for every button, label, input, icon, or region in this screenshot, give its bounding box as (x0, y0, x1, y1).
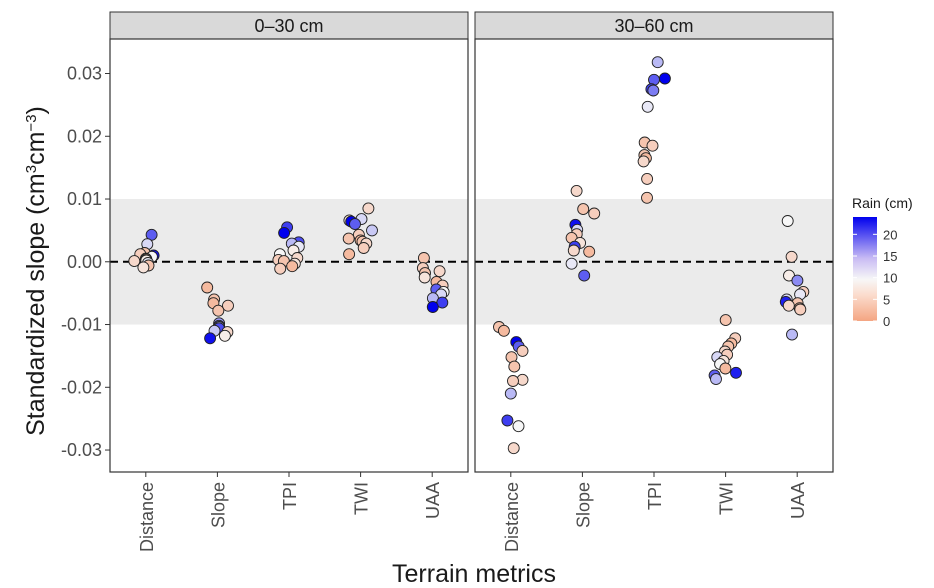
data-point (433, 265, 446, 278)
x-tick-label: TWI (352, 482, 372, 515)
panel-border (474, 38, 834, 473)
data-point (504, 387, 517, 400)
legend-colorbar (853, 217, 877, 321)
y-tick-label: 0.00 (67, 252, 102, 272)
panel-strip (109, 11, 469, 40)
x-tick-label: Slope (573, 482, 593, 528)
x-tick-label: TPI (280, 482, 300, 510)
data-point (570, 184, 583, 197)
data-point (274, 262, 287, 275)
y-tick-label: -0.03 (61, 440, 102, 460)
data-point (710, 373, 722, 386)
data-point (641, 191, 653, 204)
data-point (507, 375, 519, 387)
legend-tick-label: 15 (883, 249, 897, 264)
data-point (719, 314, 732, 327)
data-point (730, 366, 742, 379)
data-point (794, 303, 807, 316)
y-axis-title: Standardized slope (cm3cm−3) (22, 106, 50, 436)
panel-1: 0–30 cm Distance Slope TPI TWI UAA (109, 11, 469, 552)
data-point (137, 261, 150, 274)
data-point (588, 207, 601, 220)
data-point (204, 332, 217, 345)
x-tick-label: Distance (137, 482, 157, 552)
data-point (201, 281, 214, 294)
data-point (637, 155, 650, 168)
data-point (349, 218, 361, 231)
panel-title: 0–30 cm (254, 16, 323, 36)
data-point (583, 245, 596, 258)
data-point (218, 329, 231, 342)
data-point (426, 301, 439, 313)
data-point (286, 260, 299, 273)
data-point (647, 84, 660, 97)
data-point (343, 248, 356, 261)
y-tick-label: 0.03 (67, 64, 102, 84)
data-point (719, 362, 732, 375)
data-point (781, 215, 794, 227)
legend-ticks: 20 15 10 5 0 (853, 227, 897, 329)
data-point (357, 242, 370, 254)
legend-title: Rain (cm) (852, 195, 913, 211)
panel-border (109, 38, 469, 473)
x-axis-title: Terrain metrics (392, 560, 556, 588)
data-point (565, 257, 578, 270)
data-point (212, 304, 225, 317)
panel-title: 30–60 cm (614, 16, 693, 36)
data-point (646, 139, 659, 152)
data-point (278, 226, 291, 239)
legend-tick-label: 10 (883, 271, 897, 286)
x-tick-label: UAA (788, 482, 808, 519)
data-point (512, 420, 525, 433)
data-point (497, 324, 510, 337)
data-point (366, 224, 378, 237)
data-point (508, 360, 521, 373)
legend-tick-label: 20 (883, 227, 897, 242)
data-point (578, 269, 591, 282)
x-tick-label: UAA (423, 482, 443, 519)
panel-strip (474, 11, 834, 40)
x-tick-label: TWI (717, 482, 737, 515)
x-tick-label: Slope (208, 482, 228, 528)
legend: Rain (cm) 20 15 10 5 0 (852, 195, 913, 329)
data-point (791, 274, 804, 287)
y-tick-label: -0.02 (61, 377, 102, 397)
data-point (577, 203, 590, 216)
x-tick-label: TPI (645, 482, 665, 510)
data-point (567, 244, 580, 257)
data-point (128, 255, 141, 268)
y-tick-label: 0.02 (67, 126, 102, 146)
y-axis: -0.03 -0.02 -0.01 0.00 0.01 0.02 0.03 (61, 64, 110, 460)
data-point (786, 328, 798, 341)
data-point (417, 252, 430, 264)
data-point (658, 72, 671, 85)
panels: 0–30 cm Distance Slope TPI TWI UAA 30–60 cm Dis… (109, 11, 834, 552)
data-point (507, 442, 520, 455)
data-point (362, 202, 375, 215)
data-point (418, 271, 431, 284)
data-point (641, 100, 654, 113)
data-point (501, 414, 514, 427)
data-point (222, 299, 234, 312)
data-point (342, 232, 355, 245)
y-tick-label: -0.01 (61, 315, 102, 335)
panel-2: 30–60 cm Distance Slope TPI TWI UAA (474, 11, 834, 552)
y-tick-label: 0.01 (67, 189, 102, 209)
x-tick-label: Distance (502, 482, 522, 552)
data-point (651, 56, 664, 69)
data-point (785, 250, 798, 263)
data-point (516, 344, 529, 357)
legend-tick-label: 0 (883, 314, 890, 329)
data-point (641, 172, 654, 185)
legend-tick-label: 5 (883, 292, 890, 307)
data-point (782, 299, 795, 312)
